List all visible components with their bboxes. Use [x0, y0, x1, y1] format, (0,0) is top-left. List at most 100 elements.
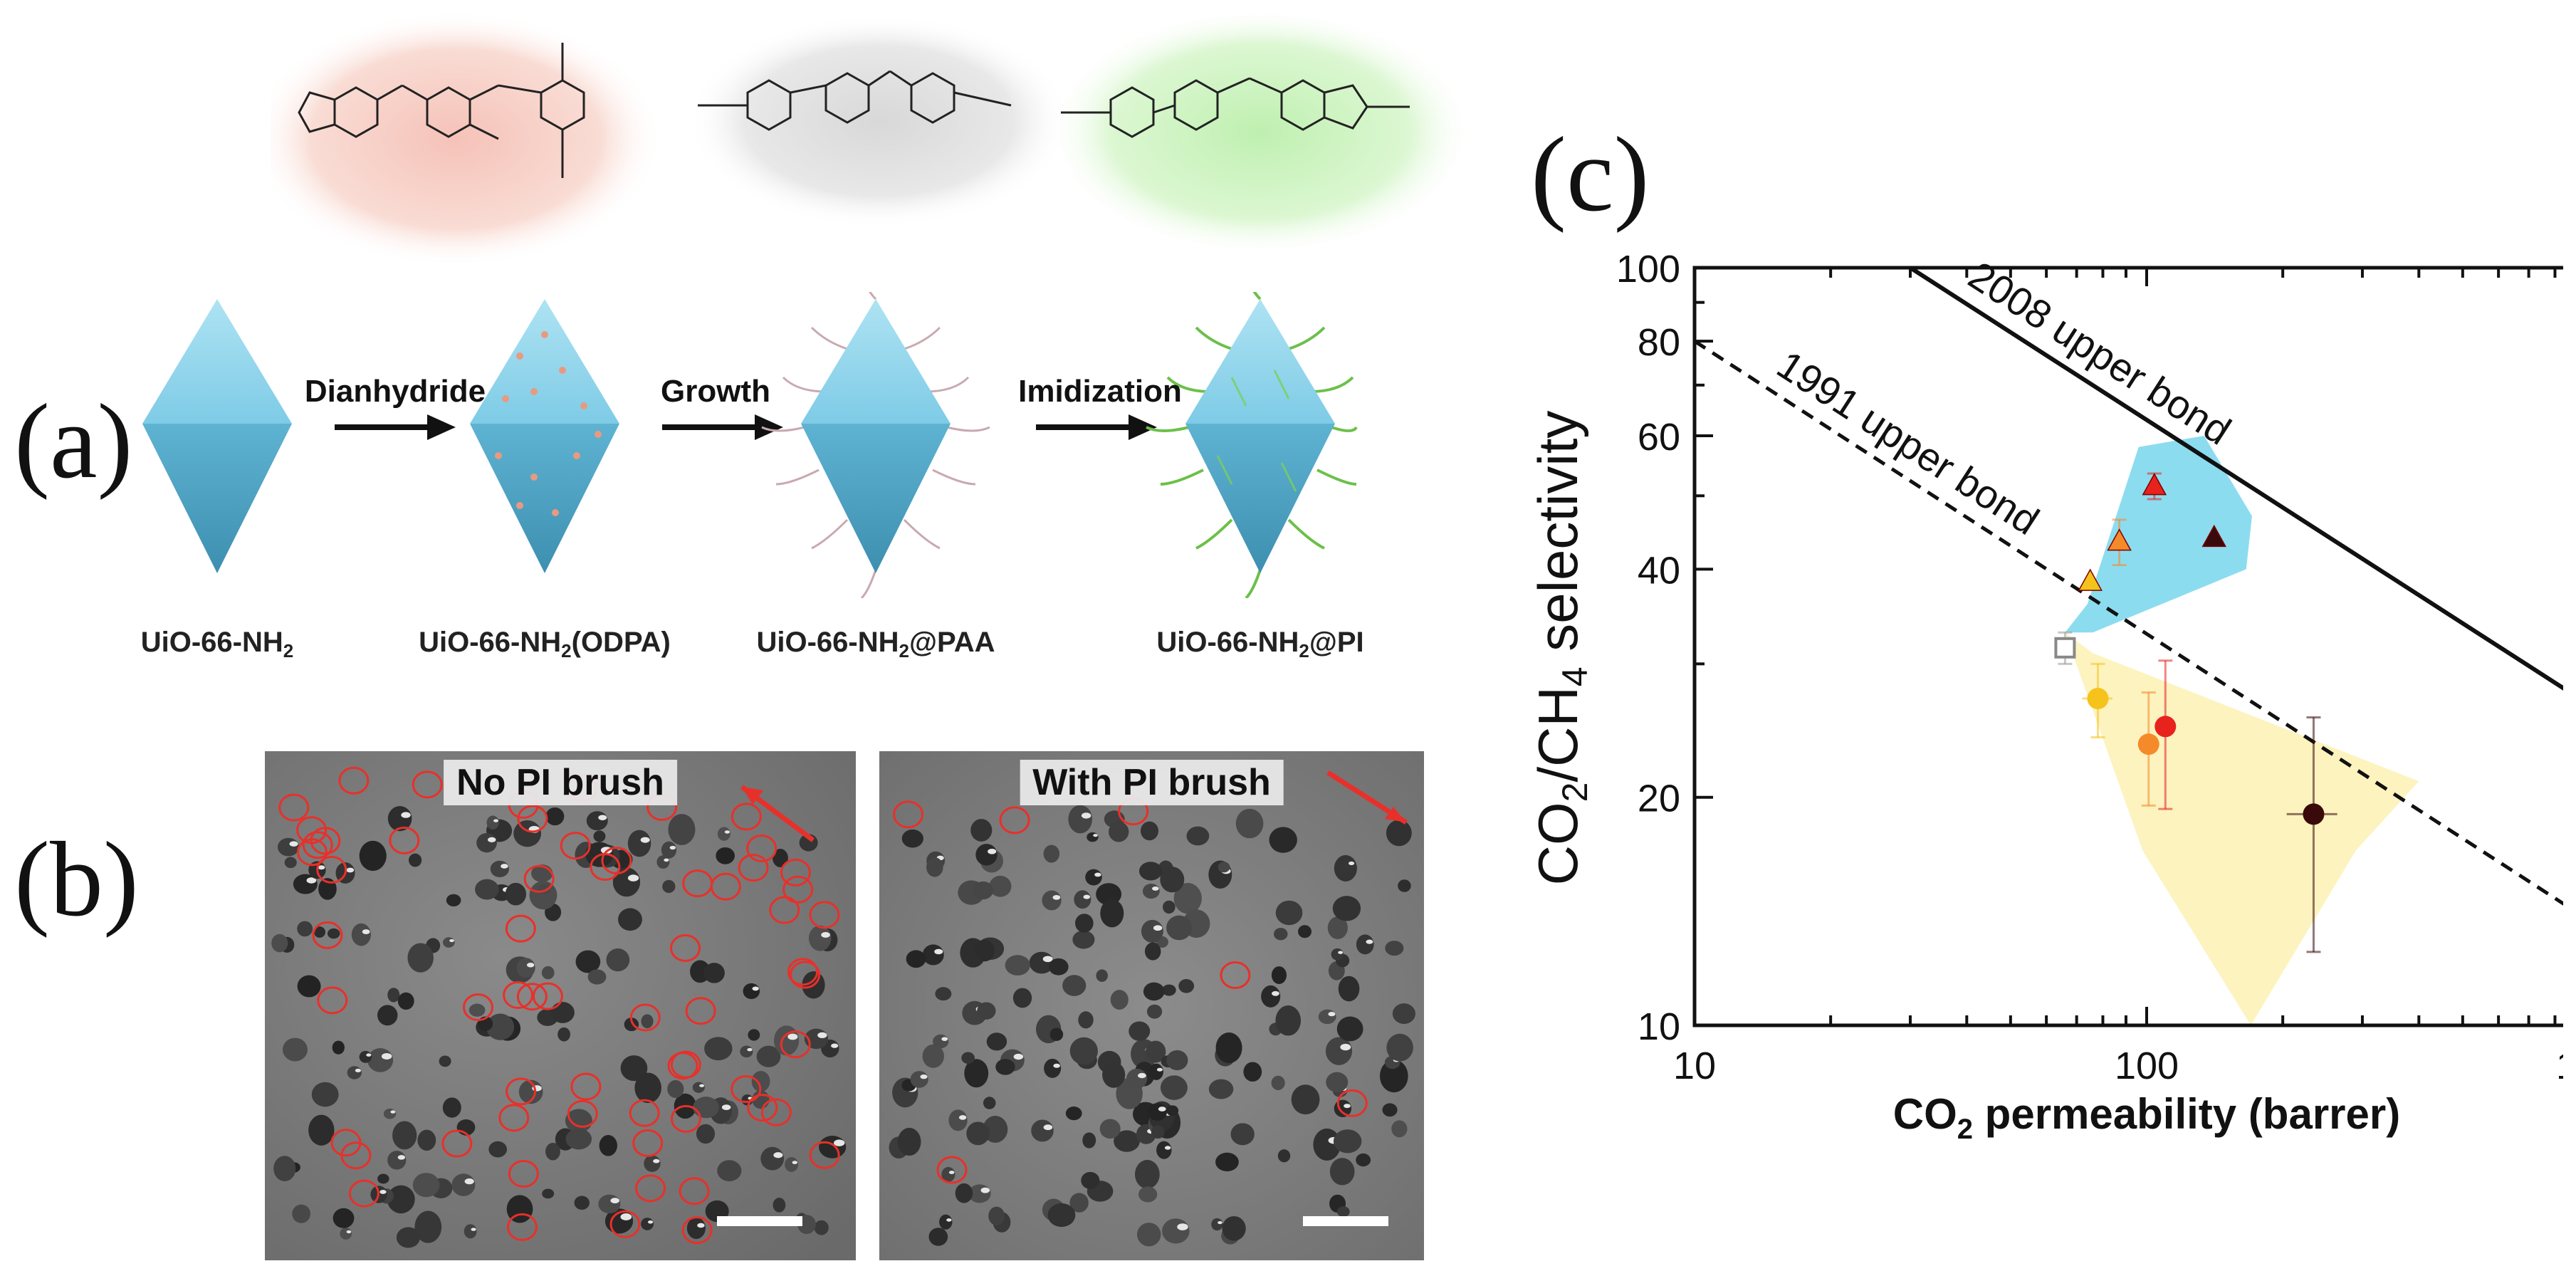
sem-image-with-pi-brush: With PI brush	[879, 751, 1424, 1260]
glow-pi	[1047, 14, 1474, 256]
sem-particle	[442, 1097, 461, 1118]
sem-particle	[1096, 969, 1108, 982]
sem-particle	[751, 1070, 770, 1092]
sem-particle-highlight	[988, 848, 997, 854]
sem-particle	[1163, 900, 1176, 914]
sem-particle	[392, 1121, 417, 1150]
sem-marker-circle	[632, 1129, 664, 1157]
sem-particle	[922, 1044, 944, 1068]
x-tick-label: 10	[1673, 1045, 1716, 1087]
sem-particle	[475, 879, 499, 900]
sem-particle	[587, 969, 607, 985]
sem-particle-highlight	[379, 1190, 387, 1194]
sem-marker-circle	[787, 958, 819, 986]
axis-ticks: 10 100 1000 10 20 40 60 80 100	[1616, 248, 2563, 1087]
sem-particle	[948, 1109, 968, 1131]
sem-particle	[961, 1052, 975, 1065]
sem-marker-circle	[523, 864, 555, 893]
sem-particle	[340, 1228, 352, 1240]
upper-bound-label-1: 2008 upper bond	[1961, 253, 2239, 454]
sem-particle-highlight	[464, 1178, 474, 1185]
sem-particle-highlight	[1093, 834, 1098, 837]
upper-bound-line-0	[1695, 340, 2563, 906]
sem-marker-circle	[769, 896, 800, 924]
upper-bound-line-1	[1909, 268, 2563, 691]
sem-particle-highlight	[980, 1187, 990, 1193]
sem-particle-highlight	[817, 1032, 827, 1039]
sem-particle-highlight	[1094, 872, 1101, 877]
panel-a-label: (a)	[14, 382, 133, 501]
sem-particle-highlight	[598, 815, 607, 820]
sem-particle-highlight	[318, 865, 325, 870]
sem-particle	[417, 1129, 436, 1151]
sem-marker-circle	[338, 766, 370, 795]
sem-particle-highlight	[946, 1218, 952, 1222]
x-tick-label: 100	[2115, 1045, 2179, 1087]
sem-particle	[760, 1146, 785, 1171]
sem-marker-circle	[710, 872, 741, 901]
marker-circles-right	[893, 797, 1368, 1184]
sem-particle	[773, 849, 788, 867]
sem-particle	[1382, 1103, 1398, 1117]
sem-particle	[1134, 1159, 1160, 1189]
sem-particle	[1326, 1072, 1349, 1092]
sem-particle	[1126, 1068, 1148, 1089]
sem-marker-circle	[681, 1216, 713, 1245]
sem-particle	[1313, 1128, 1341, 1161]
sem-particle	[906, 950, 926, 968]
data-point-4	[2201, 524, 2227, 548]
sem-marker-circle	[310, 827, 341, 855]
sem-particle-highlight	[724, 830, 730, 834]
sem-particle	[973, 881, 994, 900]
sem-marker-circle	[893, 800, 924, 829]
sem-particle-highlight	[355, 1068, 361, 1072]
sem-particle	[565, 1128, 592, 1150]
sem-particle	[516, 958, 535, 978]
sem-particle-highlight	[920, 1074, 928, 1079]
sem-particle	[644, 1155, 661, 1172]
sem-particle	[1078, 1011, 1094, 1029]
sem-particle	[377, 1173, 389, 1184]
step-label-imidization: Imidization	[1018, 374, 1182, 409]
sem-particle	[407, 943, 434, 973]
sem-particle	[1144, 942, 1161, 961]
sem-particle	[1162, 984, 1176, 996]
sem-particle	[1160, 1075, 1188, 1100]
sem-particle	[1047, 1203, 1076, 1228]
y-tick-label: 10	[1638, 1005, 1680, 1048]
sem-particle	[1160, 867, 1185, 893]
sem-particle	[277, 837, 300, 857]
sem-particle	[593, 830, 606, 842]
sem-particle-highlight	[699, 1084, 705, 1087]
sem-particle	[986, 1032, 1007, 1051]
sem-particle	[486, 815, 499, 830]
sem-particle-highlight	[1043, 1124, 1053, 1131]
data-point-8	[2286, 716, 2337, 953]
sem-particle	[412, 1173, 440, 1198]
sem-particle	[686, 1217, 706, 1239]
product-label-uio66: UiO-66-NH2	[140, 627, 294, 661]
sem-title-no-pi: No PI brush	[444, 760, 677, 805]
sem-particle	[1166, 1105, 1179, 1116]
sem-particle-highlight	[1344, 1104, 1351, 1109]
sem-particle	[490, 860, 509, 878]
sem-marker-circle	[809, 1141, 840, 1169]
sem-particle-highlight	[401, 812, 411, 818]
data-point-2	[2107, 518, 2132, 567]
sem-particle	[1329, 1158, 1355, 1186]
sem-particle	[1215, 1032, 1242, 1064]
sem-particle-highlight	[390, 1110, 396, 1114]
sem-particle	[1356, 934, 1374, 955]
sem-particle	[716, 847, 735, 864]
sem-particle	[1332, 896, 1361, 921]
sem-particle-highlight	[831, 1043, 839, 1048]
sem-particle	[574, 1196, 590, 1210]
sem-particle-highlight	[1138, 1072, 1146, 1079]
sem-particle	[1044, 1058, 1062, 1078]
product-label-pi: UiO-66-NH2@PI	[1156, 627, 1364, 661]
sem-particle	[1043, 844, 1060, 863]
sem-particle	[743, 983, 760, 1000]
sem-particle	[1085, 869, 1102, 886]
marker-square	[2054, 637, 2076, 659]
sem-particle-highlight	[1153, 925, 1163, 931]
